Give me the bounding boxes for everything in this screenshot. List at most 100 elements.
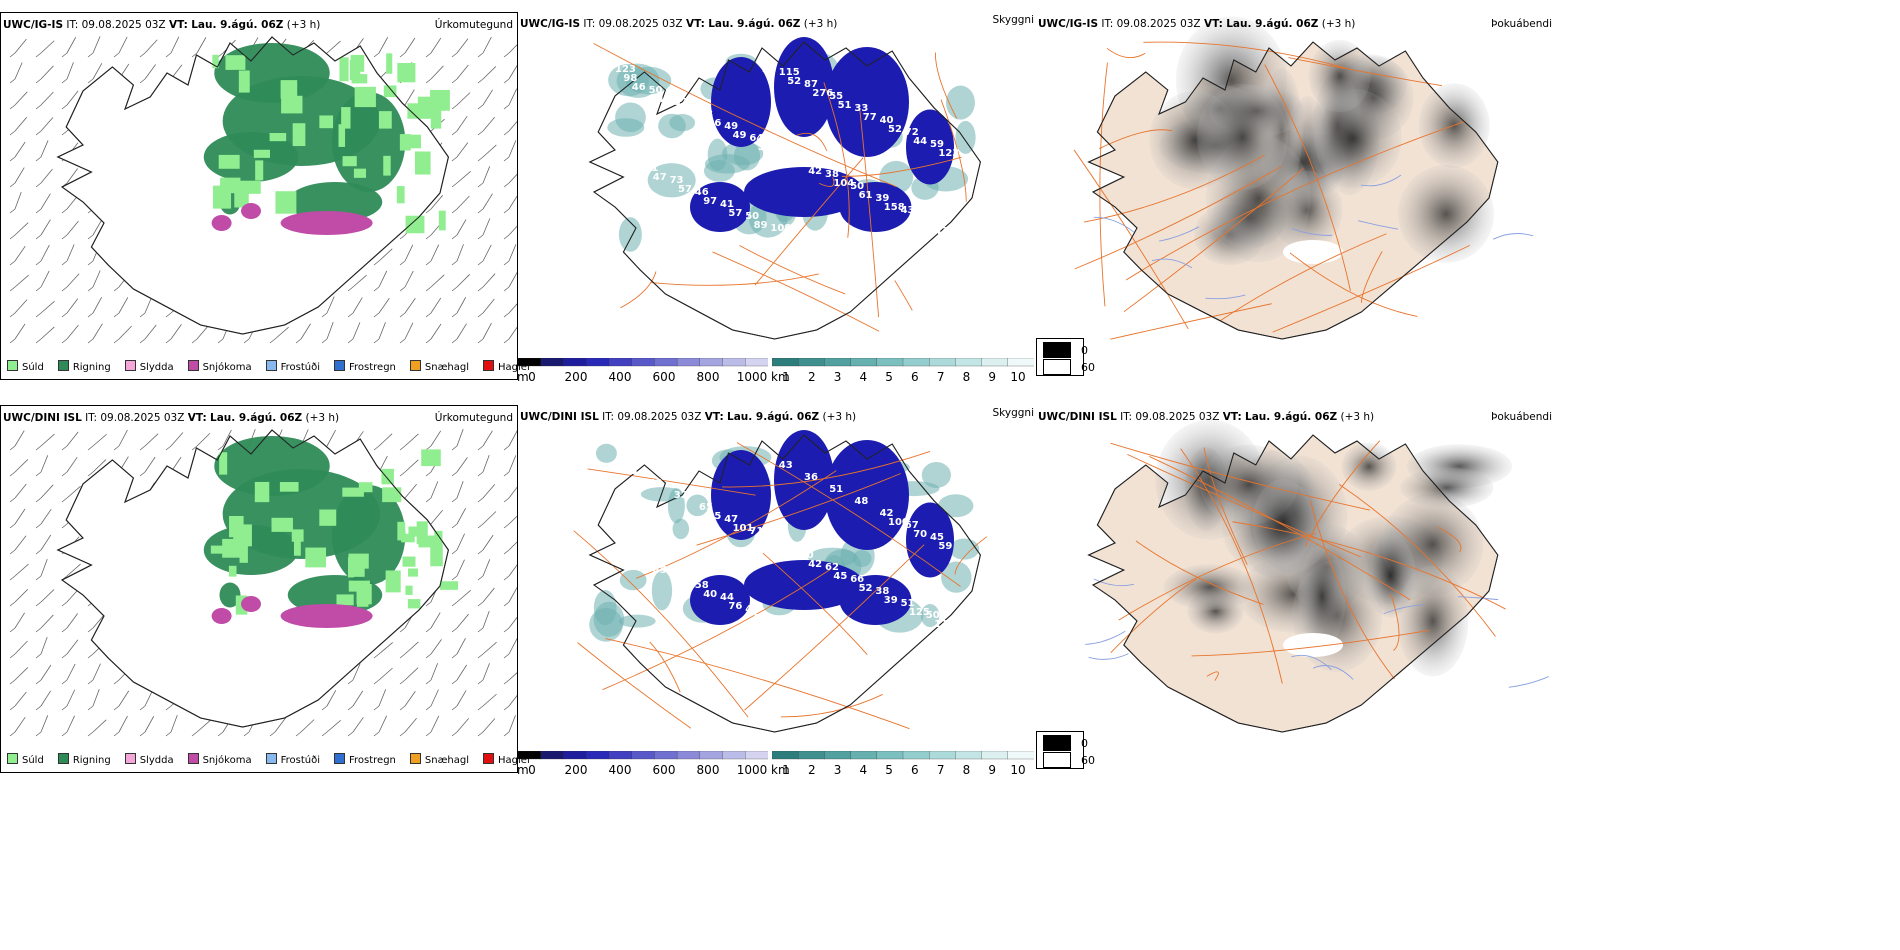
wind-barb (477, 218, 491, 240)
drizzle-area (212, 54, 219, 69)
wind-barb (9, 535, 27, 555)
legend-label: Slydda (139, 362, 174, 373)
colorbar-segment (981, 358, 1009, 367)
legend-label: Frostúði (280, 362, 320, 373)
wind-barb (503, 244, 517, 266)
river (1158, 226, 1200, 242)
legend-swatch (187, 360, 199, 371)
wind-barb (35, 91, 54, 110)
drizzle-area (253, 149, 270, 158)
cloud-base-label: 44 (913, 136, 927, 147)
rain-area (203, 132, 299, 182)
wind-barb (373, 433, 393, 451)
cloud-base-label: 108 (770, 223, 791, 234)
wind-barb (503, 672, 517, 685)
cloud-base-label: 46 (632, 82, 646, 93)
wind-barb (373, 689, 387, 711)
legend-item-4: Frostúði (265, 360, 320, 373)
colorbar-tick: 2 (807, 370, 816, 384)
colorbar-unit: m (517, 370, 529, 384)
wind-barb (35, 664, 52, 685)
drizzle-area (397, 521, 406, 541)
cloud-base-label: 62 (825, 562, 839, 573)
legend-swatch (57, 753, 69, 764)
clear-area (1283, 633, 1343, 657)
colorbar-segment (586, 358, 610, 367)
wind-barb (425, 274, 445, 292)
wind-barb (503, 88, 517, 110)
wind-barb (347, 322, 361, 344)
wind-barb (35, 193, 51, 214)
road (1338, 483, 1496, 637)
visibility-area (589, 607, 623, 642)
colorbar-segment (772, 751, 799, 760)
wind-barb (451, 323, 467, 344)
wind-barb (425, 663, 439, 685)
road (744, 544, 925, 711)
wind-barb (113, 36, 128, 58)
colorbar-tick: 200 (564, 370, 588, 384)
river (1291, 228, 1333, 236)
wind-barb (139, 324, 157, 344)
legend-swatch (409, 360, 421, 371)
road (1083, 154, 1265, 223)
drizzle-area (378, 111, 392, 129)
colorbar-tick: 9 (988, 763, 997, 777)
wind-barb (87, 323, 103, 344)
drizzle-area (358, 482, 373, 493)
colorbar-segment (518, 751, 542, 760)
wind-barb (425, 430, 442, 451)
legend-swatch (57, 360, 69, 371)
wind-barb (451, 38, 469, 58)
road (1289, 252, 1418, 317)
fog-map-2 (1085, 419, 1549, 733)
wind-barb (61, 639, 79, 659)
wind-barb (35, 65, 54, 84)
colorbar-segment (699, 751, 724, 760)
wind-barb (9, 612, 25, 633)
colorbar-tick: 3 (833, 763, 842, 777)
wind-barb (373, 270, 388, 292)
legend-swatch (409, 753, 421, 764)
drizzle-area (416, 521, 428, 545)
colorbar-segment (654, 751, 678, 760)
wind-barb (373, 642, 394, 659)
road (1288, 57, 1443, 87)
low-cloud-area (906, 109, 954, 185)
cloud-base-label: 101 (733, 523, 754, 534)
cloud-base-label: 73 (670, 175, 684, 186)
river (1093, 216, 1135, 233)
legend-label: Frostúði (280, 755, 320, 766)
wind-barb (503, 430, 517, 451)
wind-barb (35, 484, 54, 503)
cloud-base-label: 276 (812, 88, 833, 99)
drizzle-area (438, 210, 446, 231)
wind-barb (35, 534, 52, 555)
river (1508, 676, 1549, 688)
wind-barb (425, 481, 439, 503)
cloud-base-label: 49 (733, 130, 747, 141)
colorbar-segment (1007, 358, 1034, 367)
cloud-base-label: 55 (829, 91, 843, 102)
drizzle-area (255, 160, 264, 181)
drizzle-area (269, 133, 287, 142)
cloud-base-label: 41 (628, 553, 642, 564)
wind-barb (9, 91, 28, 110)
cloud-base-label: 115 (779, 67, 800, 78)
wind-barb (451, 590, 471, 607)
colorbar-segment (850, 358, 878, 367)
wind-barb (399, 322, 414, 344)
cloud-base-label: 71 (749, 526, 763, 537)
road (894, 280, 913, 311)
cloud-base-label: 59 (930, 139, 944, 150)
wind-barb (477, 693, 497, 711)
drizzle-area (229, 516, 244, 538)
wind-barb (113, 715, 128, 737)
wind-barb (269, 717, 287, 737)
wind-barb (9, 691, 27, 711)
coastline (1087, 434, 1499, 733)
colorbar-segment (745, 751, 768, 760)
wind-barb (113, 297, 129, 318)
wind-barb (191, 37, 207, 58)
road (780, 694, 883, 718)
